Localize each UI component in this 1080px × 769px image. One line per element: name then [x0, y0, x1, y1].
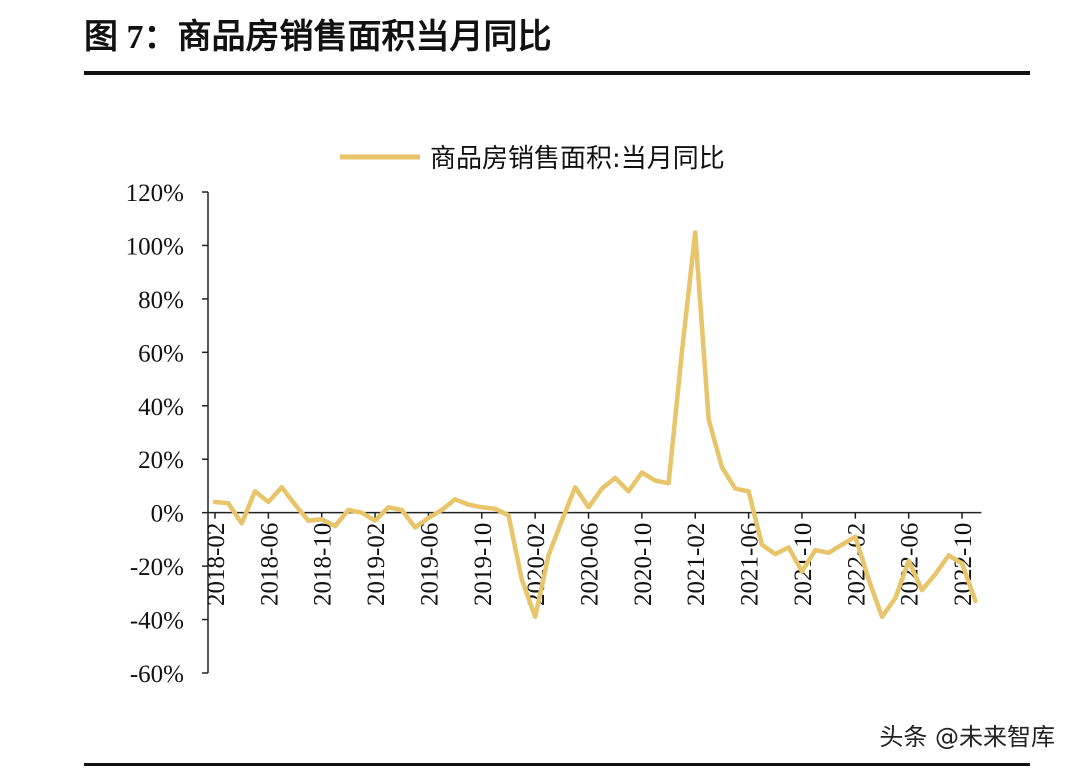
chart-title: 图 7：商品房销售面积当月同比	[84, 18, 552, 56]
x-tick-label: 2020-06	[577, 523, 604, 606]
legend-label: 商品房销售面积:当月同比	[430, 144, 725, 174]
line-series	[212, 230, 978, 620]
x-tick-label: 2021-02	[683, 523, 710, 606]
x-tick-label: 2020-10	[630, 523, 657, 606]
x-tick-label: 2019-02	[363, 523, 390, 606]
y-tick-label: 120%	[126, 180, 184, 207]
x-tick-label: 2018-06	[256, 523, 283, 606]
y-tick-label: 80%	[138, 287, 184, 314]
y-tick-label: 60%	[138, 340, 184, 367]
x-tick-label: 2019-10	[470, 523, 497, 606]
x-tick-label: 2019-06	[416, 523, 443, 606]
y-tick-label: -60%	[130, 661, 184, 688]
title-rule	[84, 71, 1030, 75]
y-tick-label: -40%	[130, 608, 184, 635]
watermark: 头条 @未来智库	[879, 723, 1055, 751]
y-tick-label: 0%	[151, 501, 184, 528]
bottom-rule	[84, 763, 1030, 766]
y-tick-label: 100%	[126, 233, 184, 260]
x-tick-label: 2021-10	[790, 523, 817, 606]
y-tick-label: 40%	[138, 394, 184, 421]
y-tick-label: 20%	[138, 447, 184, 474]
x-tick-label: 2018-10	[310, 523, 337, 606]
x-tick-label: 2018-02	[203, 523, 230, 606]
y-tick-label: -20%	[130, 554, 184, 581]
